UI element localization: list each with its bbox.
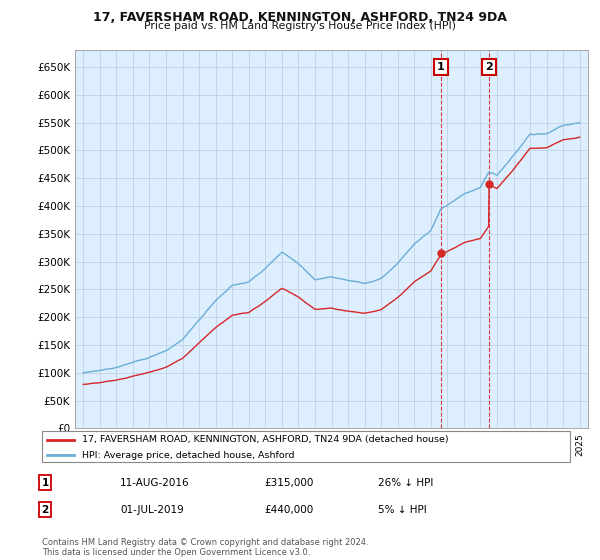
Text: 2: 2: [485, 62, 493, 72]
Text: £315,000: £315,000: [264, 478, 313, 488]
Text: 17, FAVERSHAM ROAD, KENNINGTON, ASHFORD, TN24 9DA: 17, FAVERSHAM ROAD, KENNINGTON, ASHFORD,…: [93, 11, 507, 24]
Text: 11-AUG-2016: 11-AUG-2016: [120, 478, 190, 488]
Text: 1: 1: [437, 62, 445, 72]
Text: 1: 1: [41, 478, 49, 488]
Text: Price paid vs. HM Land Registry's House Price Index (HPI): Price paid vs. HM Land Registry's House …: [144, 21, 456, 31]
Text: 26% ↓ HPI: 26% ↓ HPI: [378, 478, 433, 488]
Text: 01-JUL-2019: 01-JUL-2019: [120, 505, 184, 515]
Text: HPI: Average price, detached house, Ashford: HPI: Average price, detached house, Ashf…: [82, 451, 294, 460]
FancyBboxPatch shape: [42, 431, 570, 462]
Text: 5% ↓ HPI: 5% ↓ HPI: [378, 505, 427, 515]
Text: £440,000: £440,000: [264, 505, 313, 515]
Text: 17, FAVERSHAM ROAD, KENNINGTON, ASHFORD, TN24 9DA (detached house): 17, FAVERSHAM ROAD, KENNINGTON, ASHFORD,…: [82, 435, 448, 444]
Text: 2: 2: [41, 505, 49, 515]
Text: Contains HM Land Registry data © Crown copyright and database right 2024.
This d: Contains HM Land Registry data © Crown c…: [42, 538, 368, 557]
